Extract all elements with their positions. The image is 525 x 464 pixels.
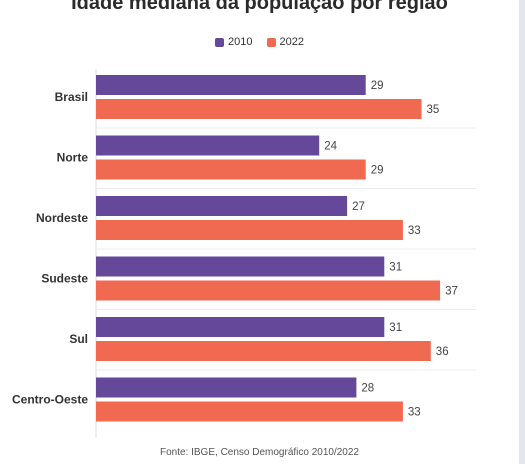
legend-item-2010[interactable]: 2010 bbox=[215, 36, 253, 48]
data-label: 31 bbox=[389, 262, 402, 274]
bar-2010-centro-oeste[interactable] bbox=[96, 377, 357, 398]
bar-2022-norte[interactable] bbox=[96, 159, 366, 180]
data-label: 33 bbox=[408, 225, 421, 237]
category-label: Norte bbox=[57, 151, 89, 165]
category-label: Sudeste bbox=[41, 272, 88, 286]
data-label: 27 bbox=[352, 201, 365, 213]
bar-2010-sul[interactable] bbox=[96, 317, 385, 337]
category-label: Nordeste bbox=[36, 211, 88, 225]
data-label: 28 bbox=[361, 383, 374, 395]
bar-2010-norte[interactable] bbox=[96, 135, 320, 156]
data-label: 36 bbox=[436, 346, 449, 358]
legend: 2010 2022 bbox=[0, 36, 519, 48]
data-label: 37 bbox=[445, 286, 458, 298]
legend-label-2010: 2010 bbox=[228, 36, 253, 48]
data-label: 33 bbox=[408, 407, 421, 419]
category-label: Brasil bbox=[55, 90, 88, 104]
category-label: Sul bbox=[69, 332, 88, 346]
data-label: 29 bbox=[371, 80, 384, 92]
legend-label-2022: 2022 bbox=[279, 36, 304, 48]
data-label: 31 bbox=[389, 322, 402, 334]
data-label: 29 bbox=[371, 165, 384, 177]
bar-2010-brasil[interactable] bbox=[96, 75, 366, 95]
legend-swatch-2022 bbox=[266, 37, 276, 47]
scroll-gutter bbox=[519, 0, 525, 464]
category-label: Centro-Oeste bbox=[12, 393, 88, 407]
chart-title: Idade mediana da população por região bbox=[71, 0, 448, 14]
legend-swatch-2010 bbox=[215, 37, 225, 47]
bar-2022-nordeste[interactable] bbox=[96, 220, 403, 240]
bar-2022-brasil[interactable] bbox=[96, 99, 422, 119]
bar-2010-nordeste[interactable] bbox=[96, 196, 348, 216]
bar-2010-sudeste[interactable] bbox=[96, 256, 385, 277]
bar-2022-centro-oeste[interactable] bbox=[96, 401, 403, 422]
legend-item-2022[interactable]: 2022 bbox=[266, 36, 304, 48]
bar-chart: Brasil 29 35 Norte 24 29 Nordeste 27 33 Sudeste 31… bbox=[12, 69, 476, 438]
chart-source: Fonte: IBGE, Censo Demográfico 2010/2022 bbox=[159, 447, 359, 458]
bar-2022-sudeste[interactable] bbox=[96, 280, 441, 301]
bar-2022-sul[interactable] bbox=[96, 341, 431, 361]
data-label: 24 bbox=[324, 141, 337, 153]
data-label: 35 bbox=[427, 104, 440, 116]
